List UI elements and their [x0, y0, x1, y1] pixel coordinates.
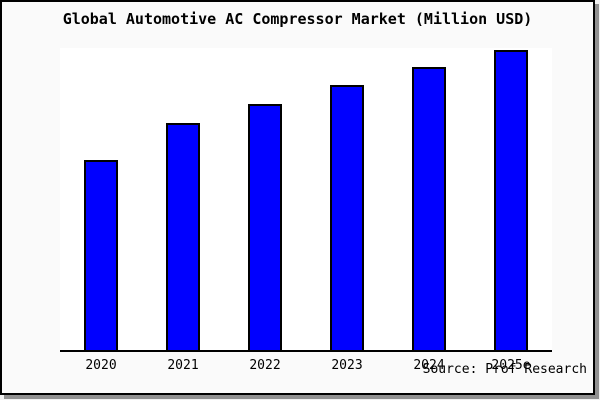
- chart-frame: Global Automotive AC Compressor Market (…: [0, 0, 595, 395]
- x-tick-label-2022: 2022: [249, 358, 281, 373]
- x-tick-label-2021: 2021: [167, 358, 199, 373]
- bar-2024: [412, 67, 446, 350]
- chart-title: Global Automotive AC Compressor Market (…: [62, 10, 533, 28]
- x-tick-label-2023: 2023: [331, 358, 363, 373]
- bar-2020: [84, 160, 118, 350]
- x-tick-label-2024: 2024: [413, 358, 445, 373]
- bar-2025e: [494, 50, 528, 350]
- x-tick-label-2020: 2020: [85, 358, 117, 373]
- plot-area: [60, 48, 552, 352]
- bar-2021: [166, 123, 200, 350]
- bar-2022: [248, 104, 282, 350]
- bar-2023: [330, 85, 364, 350]
- source-note: Source: Prof Research: [422, 362, 587, 377]
- x-tick-label-2025e: 2025e: [491, 358, 531, 373]
